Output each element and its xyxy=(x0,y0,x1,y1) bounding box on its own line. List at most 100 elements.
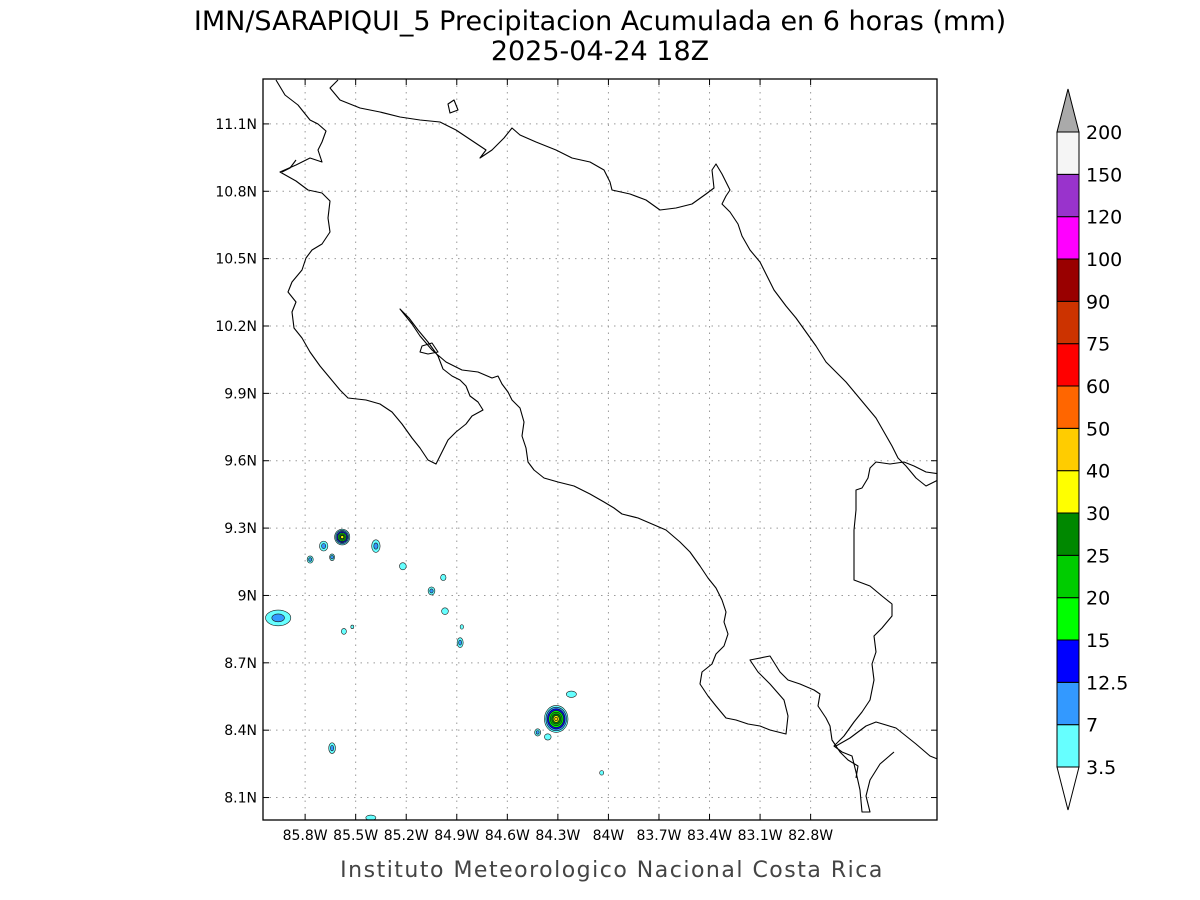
map-title: IMN/SARAPIQUI_5 Precipitacion Acumulada … xyxy=(194,6,1006,37)
precip-cell xyxy=(441,607,449,615)
precip-contour-3.5 xyxy=(565,690,577,698)
x-tick-label: 84W xyxy=(593,828,625,844)
precip-contour-3.5 xyxy=(544,733,552,741)
colorbar-label: 90 xyxy=(1086,291,1110,313)
precip-contour-7 xyxy=(429,588,434,594)
colorbar-swatch xyxy=(1056,724,1080,768)
coastline-caribbean xyxy=(329,79,937,487)
precip-cell xyxy=(328,742,336,754)
precip-cell xyxy=(456,637,464,648)
coastline-layer xyxy=(275,79,937,813)
precip-cell xyxy=(427,586,436,596)
colorbar-swatch xyxy=(1056,470,1080,514)
colorbar-swatch xyxy=(1056,131,1080,175)
precip-contour-7 xyxy=(330,555,334,560)
colorbar-swatch xyxy=(1056,597,1080,641)
precip-cell xyxy=(329,553,335,561)
coastline-lake-island xyxy=(447,99,459,114)
colorbar-swatch xyxy=(1056,512,1080,556)
precip-contour-7 xyxy=(373,542,379,550)
precip-contour-3.5 xyxy=(365,814,377,820)
y-tick-label: 11.1N xyxy=(215,117,257,133)
y-tick-label: 10.8N xyxy=(215,184,257,200)
x-tick-label: 85.2W xyxy=(384,828,429,844)
y-tick-label: 10.5N xyxy=(215,252,257,268)
precip-contour-7 xyxy=(271,613,285,623)
coastline-osa-south xyxy=(831,739,859,779)
colorbar-label: 60 xyxy=(1086,376,1110,398)
colorbar-swatch xyxy=(1056,385,1080,429)
colorbar-above-triangle xyxy=(1056,88,1080,133)
colorbar-label: 40 xyxy=(1086,461,1110,483)
colorbar-label: 50 xyxy=(1086,418,1110,440)
precip-contour-3.5 xyxy=(459,624,464,630)
colorbar-swatch xyxy=(1056,554,1080,599)
precip-contour-7 xyxy=(330,745,335,752)
y-tick-label: 9N xyxy=(238,588,257,604)
precip-cell xyxy=(599,770,605,776)
longitude-axis: 85.8W 85.5W 85.2W 84.9W 84.6W 84.3W 84W 83.7W 83… xyxy=(283,79,833,844)
colorbar-swatch xyxy=(1056,216,1080,260)
colorbar-legend: 3.5 7 12.5 15 20 25 30 40 50 60 75 90 100 120 150 200 xyxy=(1056,88,1128,811)
colorbar-swatch xyxy=(1056,639,1080,683)
precip-contour-30 xyxy=(340,535,344,539)
precip-cell xyxy=(334,528,351,546)
map-frame xyxy=(262,78,938,821)
x-tick-label: 85.8W xyxy=(283,828,328,844)
precip-contour-3.5 xyxy=(350,624,355,629)
colorbar-label: 100 xyxy=(1086,249,1122,271)
colorbar-label: 3.5 xyxy=(1086,757,1116,779)
colorbar-swatch xyxy=(1056,427,1080,472)
coastline-northwest-tip xyxy=(281,159,297,173)
colorbar-label: 75 xyxy=(1086,334,1110,356)
precip-cell xyxy=(544,705,569,733)
precip-contour-3.5 xyxy=(399,562,407,571)
colorbar-swatch xyxy=(1056,258,1080,302)
colorbar-label: 7 xyxy=(1086,715,1098,737)
precip-contour-7 xyxy=(535,730,540,735)
colorbar-label: 30 xyxy=(1086,503,1110,525)
precip-contour-3.5 xyxy=(341,628,347,635)
x-tick-label: 85.5W xyxy=(333,828,378,844)
footer-credit: Instituto Meteorologico Nacional Costa R… xyxy=(340,858,884,883)
x-tick-label: 84.6W xyxy=(485,828,530,844)
precip-cell xyxy=(440,574,447,581)
y-tick-label: 8.4N xyxy=(224,723,257,739)
colorbar-label: 200 xyxy=(1086,122,1122,144)
y-tick-label: 8.1N xyxy=(224,791,257,807)
precip-cell xyxy=(350,624,355,629)
colorbar-swatch xyxy=(1056,173,1080,218)
precip-cell xyxy=(544,733,552,741)
colorbar-label: 12.5 xyxy=(1086,672,1128,694)
precip-contour-3.5 xyxy=(599,770,605,776)
precip-cell xyxy=(534,728,541,737)
precip-cell xyxy=(565,690,577,698)
precip-contour-7 xyxy=(321,543,327,549)
x-tick-label: 83.4W xyxy=(687,828,732,844)
map-subtitle-date: 2025-04-24 18Z xyxy=(491,36,709,67)
precip-cell xyxy=(459,624,464,630)
precip-cell xyxy=(371,539,381,553)
map-gridlines xyxy=(263,79,937,820)
x-tick-label: 84.9W xyxy=(434,828,479,844)
precip-cell xyxy=(319,540,329,552)
precip-cell xyxy=(399,562,407,571)
colorbar-label: 20 xyxy=(1086,588,1110,610)
colorbar-label: 120 xyxy=(1086,207,1122,229)
y-tick-label: 9.9N xyxy=(224,386,257,402)
precip-cell xyxy=(306,555,314,564)
colorbar-swatch xyxy=(1056,681,1080,726)
colorbar-label: 25 xyxy=(1086,545,1110,567)
colorbar-below-triangle xyxy=(1056,766,1080,811)
precip-contour-3.5 xyxy=(441,607,449,615)
precip-cell xyxy=(341,628,347,635)
coastline-panama xyxy=(833,461,937,813)
y-tick-label: 9.6N xyxy=(224,454,257,470)
latitude-axis: 11.1N 10.8N 10.5N 10.2N 9.9N 9.6N 9.3N 9N 8.7N 8.… xyxy=(215,117,937,807)
x-tick-label: 84.3W xyxy=(535,828,580,844)
coastline-gulf-island xyxy=(419,342,439,355)
colorbar-swatch xyxy=(1056,300,1080,345)
precip-contour-3.5 xyxy=(440,574,447,581)
precip-cell xyxy=(265,609,292,627)
